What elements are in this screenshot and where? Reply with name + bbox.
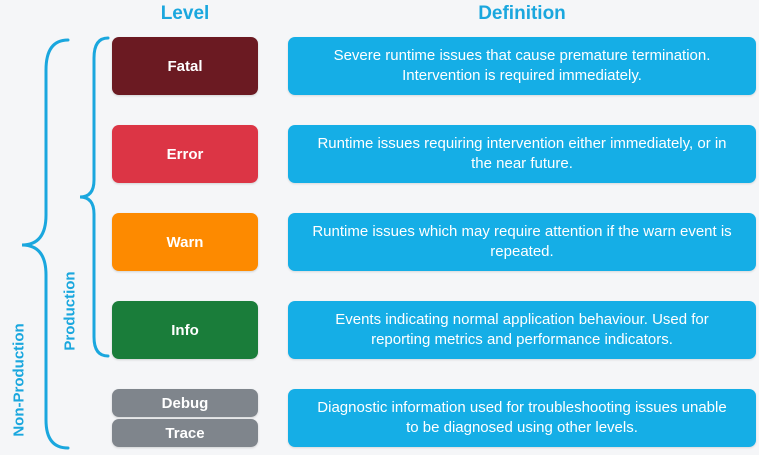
level-fatal-label: Fatal xyxy=(167,57,203,75)
non-production-brace xyxy=(21,38,70,450)
level-warn: Warn xyxy=(112,213,258,271)
definition-error-text: Runtime issues requiring intervention ei… xyxy=(317,135,727,172)
definition-warn: Runtime issues which may require attenti… xyxy=(288,213,756,271)
level-debug: Debug xyxy=(112,389,258,417)
definition-fatal-text: Severe runtime issues that cause prematu… xyxy=(333,47,711,84)
level-trace: Trace xyxy=(112,419,258,447)
definition-error: Runtime issues requiring intervention ei… xyxy=(288,125,756,183)
definition-warn-text: Runtime issues which may require attenti… xyxy=(312,223,732,260)
level-trace-label: Trace xyxy=(165,424,205,442)
production-brace xyxy=(79,36,110,358)
definition-info: Events indicating normal application beh… xyxy=(288,301,756,359)
definition-column-header: Definition xyxy=(478,3,566,24)
level-error: Error xyxy=(112,125,258,183)
definition-info-text: Events indicating normal application beh… xyxy=(335,311,709,348)
level-fatal: Fatal xyxy=(112,37,258,95)
level-error-label: Error xyxy=(166,145,204,163)
level-column-header: Level xyxy=(160,3,210,24)
level-debug-label: Debug xyxy=(161,394,209,412)
level-info-label: Info xyxy=(171,321,199,339)
brace-graphics xyxy=(21,36,110,450)
production-label: Production xyxy=(61,271,79,351)
definition-fatal: Severe runtime issues that cause prematu… xyxy=(288,37,756,95)
level-warn-label: Warn xyxy=(166,233,204,251)
non-production-label: Non-Production xyxy=(10,323,28,437)
definition-debug-trace-text: Diagnostic information used for troubles… xyxy=(317,399,727,436)
level-info: Info xyxy=(112,301,258,359)
definition-debug-trace: Diagnostic information used for troubles… xyxy=(288,389,756,447)
